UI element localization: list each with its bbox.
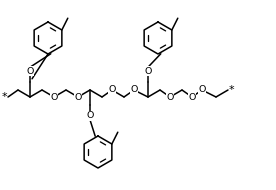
Text: O: O (198, 86, 206, 94)
Text: O: O (188, 93, 196, 101)
Text: O: O (166, 93, 174, 101)
Text: O: O (130, 86, 138, 94)
Text: O: O (144, 66, 152, 75)
Text: O: O (108, 86, 116, 94)
Text: *: * (1, 92, 7, 102)
Text: *: * (229, 85, 235, 95)
Text: O: O (50, 93, 58, 101)
Text: O: O (74, 93, 82, 101)
Text: O: O (26, 66, 34, 75)
Text: O: O (86, 112, 94, 120)
